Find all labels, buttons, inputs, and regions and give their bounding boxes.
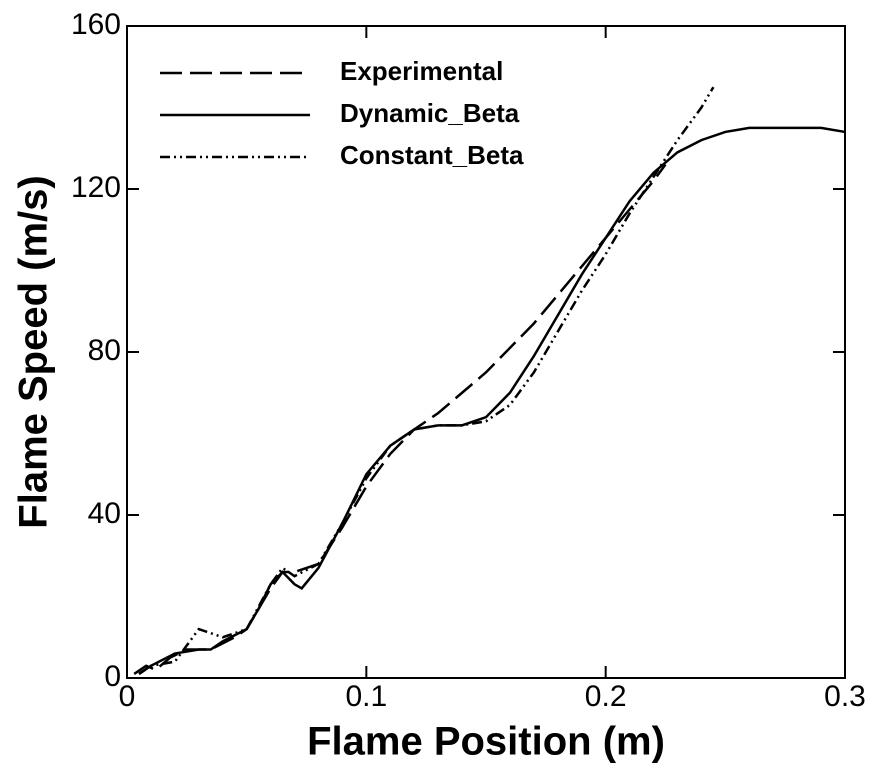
y-tick-label: 160: [71, 8, 121, 41]
legend-label: Experimental: [340, 56, 503, 86]
x-tick-label: 0.2: [585, 680, 627, 713]
y-tick-label: 0: [104, 660, 121, 693]
x-tick-label: 0.3: [824, 680, 866, 713]
x-tick-label: 0.1: [345, 680, 387, 713]
legend-label: Dynamic_Beta: [340, 98, 520, 128]
line-series: [133, 163, 667, 675]
y-axis-title: Flame Speed (m/s): [12, 175, 56, 528]
line-series: [138, 86, 715, 675]
x-axis-title: Flame Position (m): [307, 720, 665, 764]
y-tick-label: 80: [88, 334, 121, 367]
legend-label: Constant_Beta: [340, 140, 524, 170]
y-tick-label: 120: [71, 171, 121, 204]
y-tick-label: 40: [88, 497, 121, 530]
line-series: [138, 126, 846, 675]
x-tick-label: 0: [119, 680, 136, 713]
